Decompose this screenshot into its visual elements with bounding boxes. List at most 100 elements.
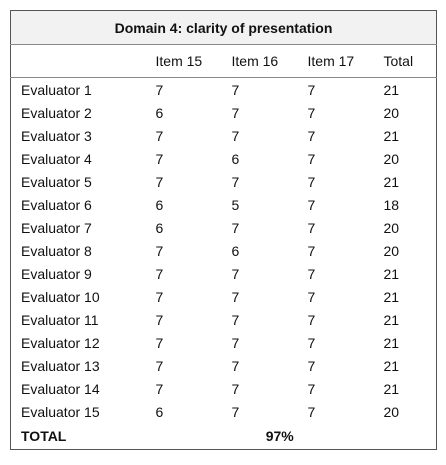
- total-value: 97%: [265, 428, 294, 444]
- value-cell: 5: [231, 196, 240, 213]
- value-cell: 7: [231, 334, 240, 351]
- row-label: Evaluator 15: [21, 403, 100, 420]
- value-cell: 7: [307, 380, 316, 397]
- data-row: Evaluator 10 7 7 7 21: [11, 285, 437, 308]
- value-cell: 7: [155, 311, 164, 328]
- row-label: Evaluator 3: [21, 127, 92, 144]
- value-cell: 7: [307, 104, 316, 121]
- value-cell: 7: [307, 127, 316, 144]
- value-cell: 7: [155, 81, 164, 98]
- data-row: Evaluator 8 7 6 7 20: [11, 239, 437, 262]
- data-row: Evaluator 12 7 7 7 21: [11, 331, 437, 354]
- row-label: Evaluator 8: [21, 242, 92, 259]
- row-label: Evaluator 14: [21, 380, 100, 397]
- value-cell: 21: [383, 288, 400, 305]
- value-cell: 7: [307, 403, 316, 420]
- value-cell: 21: [383, 334, 400, 351]
- value-cell: 6: [231, 242, 240, 259]
- header-cell: Item 15: [145, 44, 222, 78]
- value-cell: 20: [383, 104, 400, 121]
- value-cell: 7: [155, 334, 164, 351]
- value-cell: 6: [155, 219, 164, 236]
- value-cell: 7: [155, 265, 164, 282]
- value-cell: 6: [155, 403, 164, 420]
- value-cell: 6: [231, 150, 240, 167]
- value-cell: 7: [155, 357, 164, 374]
- header-cell: Item 16: [221, 44, 298, 78]
- value-cell: 20: [383, 403, 400, 420]
- row-label: Evaluator 9: [21, 265, 92, 282]
- value-cell: 7: [155, 150, 164, 167]
- value-cell: 7: [231, 127, 240, 144]
- value-cell: 7: [231, 357, 240, 374]
- value-cell: 6: [155, 196, 164, 213]
- value-cell: 21: [383, 81, 400, 98]
- data-row: Evaluator 13 7 7 7 21: [11, 354, 437, 377]
- value-cell: 7: [231, 173, 240, 190]
- value-cell: 20: [383, 242, 400, 259]
- row-label: Evaluator 4: [21, 150, 92, 167]
- value-cell: 7: [307, 311, 316, 328]
- value-cell: 21: [383, 127, 400, 144]
- total-label: TOTAL: [21, 428, 67, 444]
- value-cell: 20: [383, 219, 400, 236]
- data-row: Evaluator 15 6 7 7 20: [11, 400, 437, 423]
- value-cell: 21: [383, 311, 400, 328]
- value-cell: 7: [307, 334, 316, 351]
- value-cell: 7: [231, 219, 240, 236]
- value-cell: 20: [383, 150, 400, 167]
- value-cell: 21: [383, 380, 400, 397]
- value-cell: 7: [155, 242, 164, 259]
- total-row: TOTAL 97%: [11, 423, 437, 450]
- value-cell: 21: [383, 173, 400, 190]
- data-row: Evaluator 2 6 7 7 20: [11, 101, 437, 124]
- value-cell: 7: [307, 81, 316, 98]
- header-cell: Total: [373, 44, 437, 78]
- value-cell: 18: [383, 196, 400, 213]
- value-cell: 7: [307, 265, 316, 282]
- row-label: Evaluator 13: [21, 357, 100, 374]
- value-cell: 7: [307, 219, 316, 236]
- row-label: Evaluator 11: [21, 311, 99, 328]
- value-cell: 21: [383, 265, 400, 282]
- row-label: Evaluator 6: [21, 196, 92, 213]
- data-row: Evaluator 7 6 7 7 20: [11, 216, 437, 239]
- value-cell: 7: [231, 403, 240, 420]
- data-row: Evaluator 1 7 7 7 21: [11, 78, 437, 102]
- value-cell: 7: [307, 173, 316, 190]
- value-cell: 7: [231, 104, 240, 121]
- header-cell-empty: [10, 44, 146, 78]
- header-row: Item 15 Item 16 Item 17 Total: [10, 44, 437, 78]
- data-table: Domain 4: clarity of presentation Item 1…: [10, 10, 437, 450]
- data-row: Evaluator 6 6 5 7 18: [11, 193, 437, 216]
- value-cell: 7: [231, 380, 240, 397]
- value-cell: 7: [307, 150, 316, 167]
- row-label: Evaluator 10: [21, 288, 100, 305]
- data-row: Evaluator 3 7 7 7 21: [11, 124, 437, 147]
- row-label: Evaluator 5: [21, 173, 92, 190]
- data-row: Evaluator 9 7 7 7 21: [11, 262, 437, 285]
- value-cell: 7: [307, 196, 316, 213]
- value-cell: 21: [383, 357, 400, 374]
- value-cell: 7: [155, 288, 164, 305]
- value-cell: 6: [155, 104, 164, 121]
- data-row: Evaluator 4 7 6 7 20: [11, 147, 437, 170]
- value-cell: 7: [307, 288, 316, 305]
- value-cell: 7: [231, 81, 240, 98]
- value-cell: 7: [155, 380, 164, 397]
- header-cell: Item 17: [297, 44, 374, 78]
- value-cell: 7: [231, 265, 240, 282]
- row-label: Evaluator 1: [21, 81, 92, 98]
- value-cell: 7: [231, 311, 240, 328]
- value-cell: 7: [231, 288, 240, 305]
- value-cell: 7: [307, 357, 316, 374]
- value-cell: 7: [155, 127, 164, 144]
- title-row: Domain 4: clarity of presentation: [10, 10, 437, 45]
- row-label: Evaluator 2: [21, 104, 92, 121]
- data-row: Evaluator 14 7 7 7 21: [11, 377, 437, 400]
- row-label: Evaluator 7: [21, 219, 92, 236]
- row-label: Evaluator 12: [21, 334, 100, 351]
- value-cell: 7: [155, 173, 164, 190]
- data-row: Evaluator 5 7 7 7 21: [11, 170, 437, 193]
